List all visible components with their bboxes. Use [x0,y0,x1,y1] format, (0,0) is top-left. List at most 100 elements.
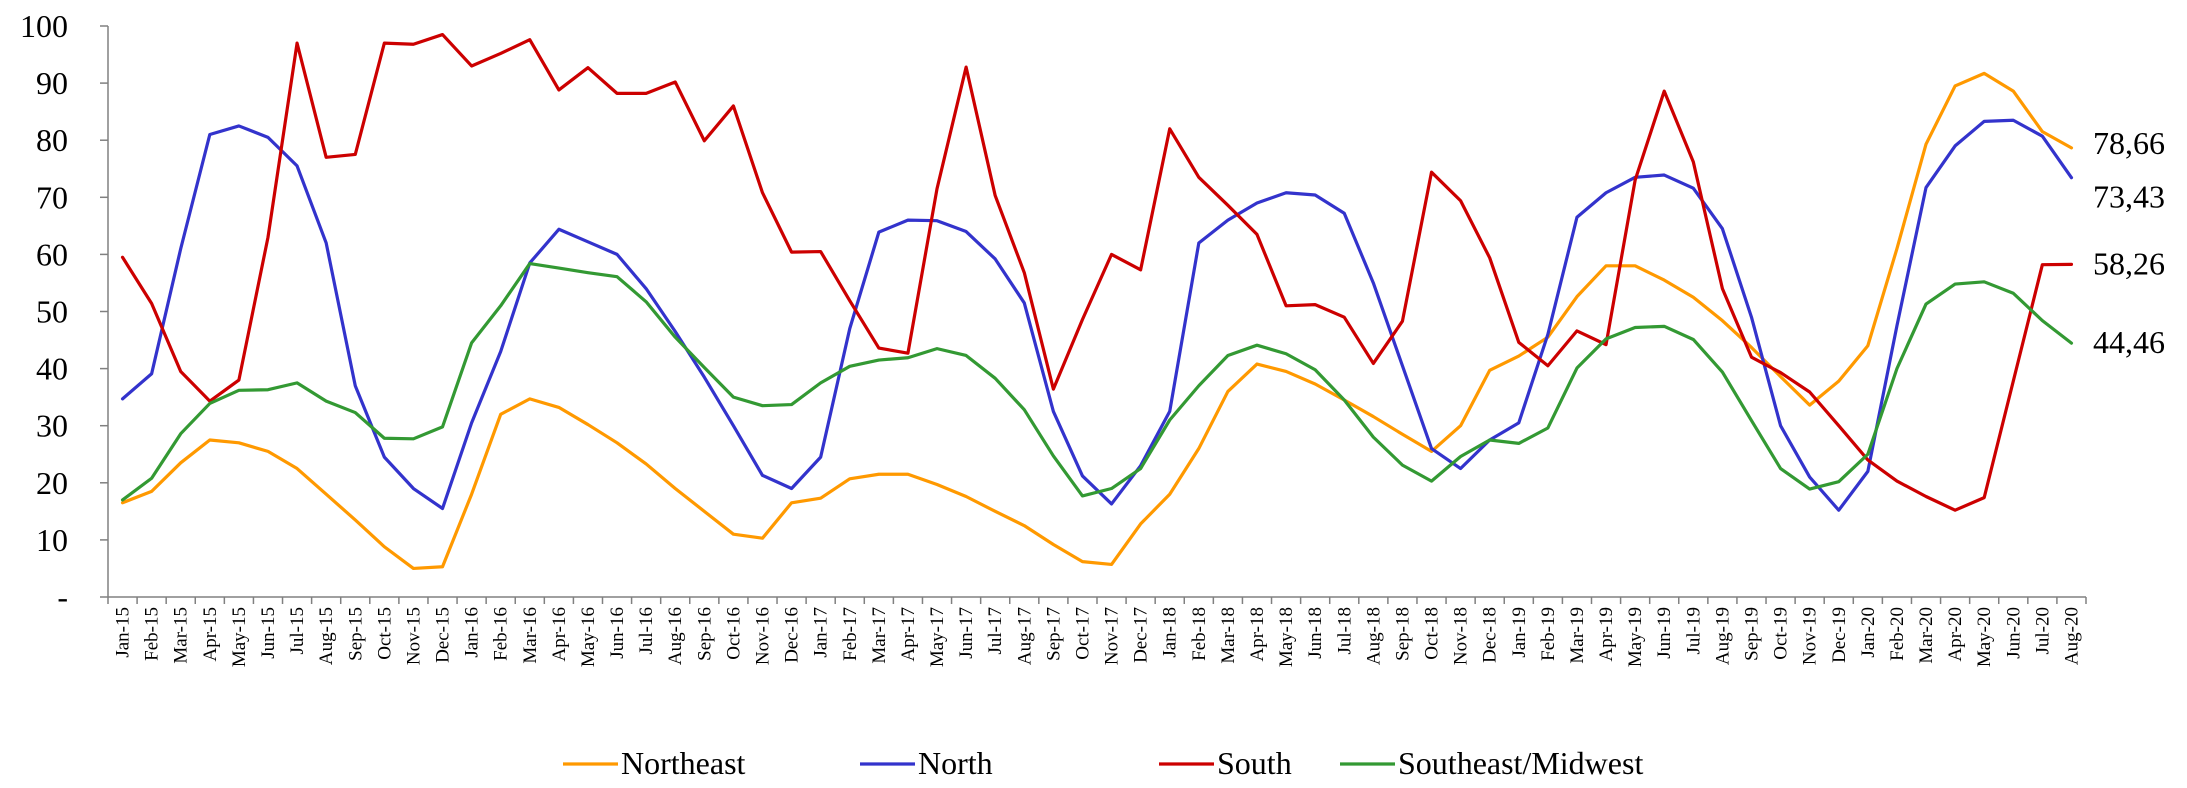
x-tick-label: Jan-18 [1160,607,1181,658]
end-label-southeast-midwest: 44,46 [2093,324,2165,360]
y-axis-tick-labels: - 10 20 30 40 50 60 70 80 90 100 [20,8,68,615]
x-tick-label: Apr-20 [1945,607,1966,662]
y-tick-label: 20 [36,465,68,501]
x-tick-label: Nov-18 [1451,607,1472,665]
y-tick-label: 90 [36,65,68,101]
x-tick-label: Feb-15 [142,607,163,661]
x-tick-label: Jun-15 [258,607,279,659]
y-tick-label: 10 [36,522,68,558]
x-tick-label: Aug-20 [2061,607,2082,665]
x-tick-label: Nov-17 [1102,607,1123,665]
x-tick-label: Jun-16 [607,607,628,659]
x-tick-label: Mar-19 [1567,607,1588,664]
x-tick-label: Dec-19 [1829,607,1850,663]
x-tick-label: Nov-15 [403,607,424,665]
x-tick-label: Mar-18 [1218,607,1239,664]
series-end-labels: 78,66 73,43 58,26 44,46 [2093,125,2165,360]
series-line-southeast-midwest [120,261,2074,502]
x-tick-label: Aug-15 [316,607,337,665]
x-axis-tick-labels: Jan-15 Feb-15 Mar-15 Apr-15 May-15 Jun-15 Jul-… [113,607,2083,667]
x-tick-label: Sep-15 [345,607,366,661]
x-tick-label: Dec-15 [433,607,454,663]
x-tick-label: Jun-18 [1305,607,1326,659]
x-tick-label: May-18 [1276,607,1297,667]
x-tick-label: Jul-16 [636,607,657,655]
legend-item-north: North [860,745,993,781]
legend-label: North [918,745,993,781]
y-tick-label: 50 [36,294,68,330]
x-tick-label: Feb-16 [491,607,512,661]
x-tick-label: Oct-15 [374,607,395,660]
x-tick-label: Aug-16 [665,607,686,665]
x-tick-label: May-17 [927,607,948,667]
x-tick-label: Jul-20 [2032,607,2053,655]
x-tick-label: Oct-18 [1422,607,1443,660]
legend-item-southeast-midwest: Southeast/Midwest [1340,745,1643,781]
series-line-north [120,118,2074,512]
y-tick-label: 60 [36,236,68,272]
x-tick-label: Apr-17 [898,607,919,662]
x-tick-label: Oct-16 [723,607,744,660]
legend-item-northeast: Northeast [563,745,746,781]
end-label-north: 73,43 [2093,179,2165,215]
x-tick-label: Feb-20 [1887,607,1908,661]
y-tick-label: 70 [36,179,68,215]
x-tick-label: Dec-16 [782,607,803,663]
x-tick-label: Jan-19 [1509,607,1530,658]
y-tick-label: 30 [36,408,68,444]
x-tick-label: Dec-17 [1131,607,1152,663]
x-tick-label: Jan-16 [462,607,483,658]
x-tick-label: Dec-18 [1480,607,1501,663]
x-tick-label: Feb-17 [840,607,861,661]
x-tick-label: Oct-19 [1771,607,1792,660]
x-tick-label: Jul-15 [287,607,308,655]
x-tick-label: Nov-19 [1800,607,1821,665]
y-tick-label: - [57,579,68,615]
x-tick-label: May-16 [578,607,599,667]
x-tick-label: Jul-18 [1334,607,1355,655]
x-tick-label: Sep-18 [1392,607,1413,661]
x-tick-label: Mar-15 [171,607,192,664]
legend-label: Northeast [621,745,746,781]
y-tick-label: 80 [36,122,68,158]
x-tick-label: Jun-20 [2003,607,2024,659]
x-tick-label: Jan-15 [113,607,134,658]
x-tick-label: Mar-16 [520,607,541,664]
x-tick-label: Mar-17 [869,607,890,664]
series-lines [120,32,2074,571]
end-label-south: 58,26 [2093,245,2165,281]
series-line-south [120,32,2074,512]
x-tick-label: Jan-17 [811,607,832,658]
end-label-northeast: 78,66 [2093,125,2165,161]
x-tick-label: Aug-18 [1363,607,1384,665]
x-tick-label: Jan-20 [1858,607,1879,658]
x-tick-label: Nov-16 [752,607,773,665]
legend-label: Southeast/Midwest [1398,745,1643,781]
x-tick-label: Sep-17 [1043,607,1064,661]
x-tick-label: Mar-20 [1916,607,1937,664]
x-tick-label: Apr-19 [1596,607,1617,662]
y-tick-label: 100 [20,8,68,44]
x-tick-label: May-19 [1625,607,1646,667]
x-tick-label: Aug-17 [1014,607,1035,665]
x-tick-label: Jun-17 [956,607,977,659]
x-tick-label: Feb-18 [1189,607,1210,661]
x-tick-label: Jul-19 [1683,607,1704,655]
x-tick-label: Sep-16 [694,607,715,661]
x-tick-label: Jun-19 [1654,607,1675,659]
x-tick-label: Apr-16 [549,607,570,662]
legend-item-south: South [1159,745,1292,781]
x-tick-label: Sep-19 [1741,607,1762,661]
x-tick-label: Aug-19 [1712,607,1733,665]
x-tick-label: May-20 [1974,607,1995,667]
y-tick-label: 40 [36,351,68,387]
x-tick-label: Apr-18 [1247,607,1268,662]
x-tick-label: Jul-17 [985,607,1006,655]
legend-label: South [1217,745,1292,781]
x-tick-label: Feb-19 [1538,607,1559,661]
x-tick-label: Oct-17 [1072,607,1093,660]
series-line-northeast [120,71,2074,571]
legend: Northeast North South Southeast/Midwest [563,745,1643,781]
